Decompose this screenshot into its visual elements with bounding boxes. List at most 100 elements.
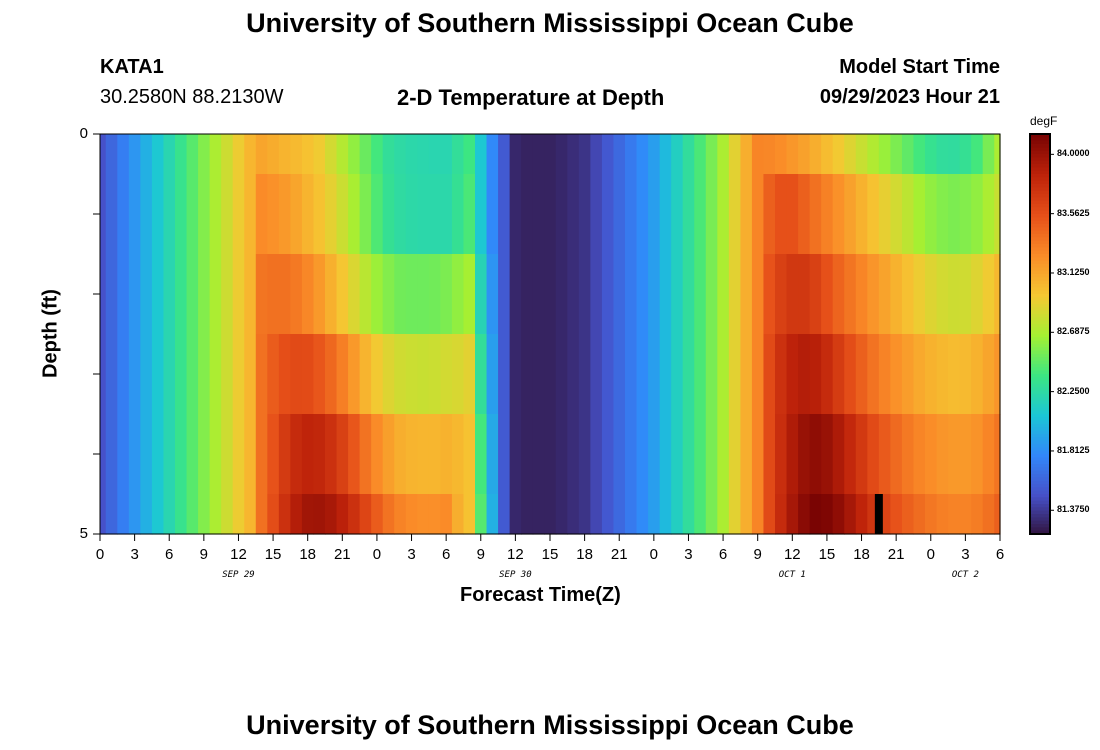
heatmap-cell xyxy=(475,134,488,175)
heatmap-cell xyxy=(405,334,418,415)
heatmap-cell xyxy=(128,254,141,335)
heatmap-cell xyxy=(728,334,741,415)
heatmap-cell xyxy=(751,334,765,415)
colorbar-segment xyxy=(1030,327,1050,332)
heatmap-cell xyxy=(821,494,834,535)
heatmap-cell xyxy=(486,174,499,255)
heatmap-cell xyxy=(798,254,811,335)
heatmap-cell xyxy=(601,254,615,335)
colorbar-tick-label: 81.3750 xyxy=(1057,504,1090,515)
colorbar-segment xyxy=(1030,364,1050,368)
heatmap-cell xyxy=(336,254,349,335)
colorbar-segment xyxy=(1030,480,1050,485)
heatmap-cell xyxy=(705,494,718,535)
heatmap-cell xyxy=(301,494,315,535)
heatmap-cell xyxy=(590,254,603,335)
heatmap-cell xyxy=(601,414,615,495)
heatmap-cell xyxy=(221,174,234,255)
heatmap-cell xyxy=(682,494,695,535)
heatmap-cell xyxy=(682,134,695,175)
heatmap-cell xyxy=(532,494,545,535)
heatmap-cell xyxy=(878,414,891,495)
colorbar-segment xyxy=(1030,134,1050,138)
heatmap-cell xyxy=(371,254,384,335)
heatmap-cell xyxy=(763,334,776,415)
heatmap-cell xyxy=(936,134,949,175)
colorbar-segment xyxy=(1030,320,1050,325)
colorbar-segment xyxy=(1030,237,1050,242)
heatmap-cell xyxy=(105,254,118,335)
heatmap-cell xyxy=(451,494,465,535)
colorbar-segment xyxy=(1030,414,1050,418)
heatmap-cell xyxy=(832,414,845,495)
heatmap-cell xyxy=(694,254,707,335)
heatmap-cell xyxy=(740,414,753,495)
heatmap-cell xyxy=(486,414,499,495)
heatmap-cell xyxy=(209,174,222,255)
heatmap-cell xyxy=(601,174,615,255)
heatmap-cell xyxy=(601,334,615,415)
heatmap-cell xyxy=(498,174,511,255)
heatmap-cell xyxy=(336,334,349,415)
heatmap-cell xyxy=(694,174,707,255)
heatmap-cell xyxy=(521,494,534,535)
colorbar-segment xyxy=(1030,350,1050,355)
x-tick-label: 9 xyxy=(753,546,762,563)
heatmap-cell xyxy=(925,414,938,495)
heatmap-cell xyxy=(740,134,753,175)
heatmap-cell xyxy=(359,174,372,255)
heatmap-cell xyxy=(682,174,695,255)
heatmap-cell xyxy=(267,174,280,255)
heatmap-cell xyxy=(728,174,741,255)
heatmap-cell xyxy=(982,254,995,335)
heatmap-cell xyxy=(809,494,822,535)
heatmap-cell xyxy=(140,254,153,335)
heatmap-cell xyxy=(463,494,476,535)
heatmap-cell xyxy=(775,254,788,335)
heatmap-cell xyxy=(948,174,961,255)
heatmap-cell xyxy=(982,334,995,415)
heatmap-cell xyxy=(405,414,418,495)
heatmap-cell xyxy=(290,414,303,495)
heatmap-cell xyxy=(775,334,788,415)
heatmap-cell xyxy=(428,174,441,255)
y-tick-label: 5 xyxy=(79,525,88,542)
heatmap-cell xyxy=(890,334,903,415)
colorbar-segment xyxy=(1030,444,1050,448)
heatmap-cell xyxy=(498,134,511,175)
heatmap-cell xyxy=(209,134,222,175)
colorbar-segment xyxy=(1030,140,1050,145)
heatmap-cell xyxy=(278,174,291,255)
heatmap-cell xyxy=(290,254,303,335)
heatmap-cell xyxy=(809,254,822,335)
heatmap-cell xyxy=(855,414,868,495)
heatmap-cell xyxy=(809,134,822,175)
colorbar-segment xyxy=(1030,177,1050,182)
heatmap-cell xyxy=(105,334,118,415)
heatmap-cell xyxy=(498,494,511,535)
heatmap-cell xyxy=(705,254,718,335)
heatmap-cell xyxy=(186,174,199,255)
heatmap-cell xyxy=(175,414,188,495)
date-label: SEP 30 xyxy=(499,570,532,580)
heatmap-cell xyxy=(544,174,557,255)
heatmap-cell xyxy=(555,134,568,175)
colorbar-segment xyxy=(1030,310,1050,315)
colorbar-segment xyxy=(1030,397,1050,402)
colorbar-segment xyxy=(1030,467,1050,472)
heatmap-cell xyxy=(417,334,430,415)
colorbar-segment xyxy=(1030,287,1050,292)
heatmap-cell xyxy=(728,494,741,535)
colorbar-tick-label: 81.8125 xyxy=(1057,444,1090,455)
heatmap-cell xyxy=(648,254,661,335)
x-tick-label: 0 xyxy=(926,546,935,563)
heatmap-cell xyxy=(440,174,453,255)
colorbar-segment xyxy=(1030,174,1050,178)
heatmap-cell xyxy=(382,414,395,495)
heatmap-cell xyxy=(775,174,788,255)
heatmap-cell xyxy=(959,334,972,415)
heatmap-cell xyxy=(751,174,765,255)
heatmap-cell xyxy=(763,414,776,495)
colorbar-segment xyxy=(1030,220,1050,225)
x-tick-label: 3 xyxy=(961,546,970,563)
